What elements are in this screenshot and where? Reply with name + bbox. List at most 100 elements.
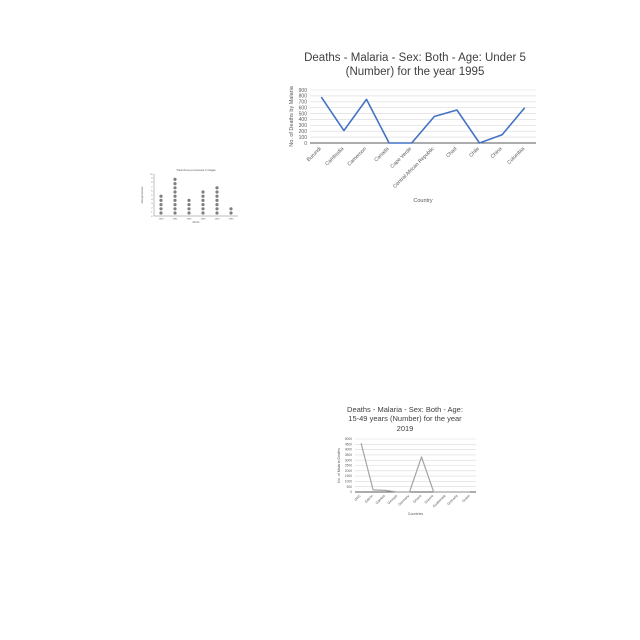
- chart-1-ytick-label: 100: [299, 135, 308, 141]
- chart-2-dot: [201, 190, 205, 194]
- chart-1-xtick-label: China: [490, 146, 504, 160]
- chart-1-xtick-label: Chad: [445, 146, 458, 159]
- chart-2-dot: [229, 207, 233, 211]
- chart-3-ytick-label: 2500: [345, 464, 352, 468]
- chart-2-dot: [173, 198, 177, 202]
- chart-2-dot: [201, 194, 205, 198]
- chart-1-title-line-2: (Number) for the year 1995: [345, 66, 485, 79]
- chart-2-dot: [173, 190, 177, 194]
- chart-2-title: Total Area processed in Algae: [176, 168, 216, 172]
- chart-2-dot: [201, 207, 205, 211]
- chart-1-ytick-label: 300: [299, 123, 308, 129]
- chart-2-dot: [173, 194, 177, 198]
- chart-3-xtick-label: Georgia: [387, 494, 398, 505]
- chart-2-svg: Total Area processed in Algae 0 1 2 3 4 5 6 7 8 9 1…: [141, 168, 238, 224]
- chart-1-title-line-1: Deaths - Malaria - Sex: Both - Age: Unde…: [304, 52, 526, 64]
- chart-2-xtick-label: 1983: [201, 219, 207, 221]
- chart-1-ytick-label: 600: [299, 105, 308, 111]
- chart-3-ytick-label: 4000: [345, 448, 352, 452]
- chart-3-xtick-label: Gambia: [375, 494, 386, 505]
- chart-1-xtick-label: Cameroon: [347, 146, 368, 167]
- chart-1-xtick-label: Colombia: [506, 146, 526, 166]
- chart-2-xtick-label: 1984: [215, 219, 221, 221]
- chart-2-dot: [173, 211, 177, 215]
- chart-1-ytick-label: 400: [299, 117, 308, 123]
- chart-3-title-line-3: 2019: [396, 423, 414, 433]
- chart-2-dot: [173, 207, 177, 211]
- chart-2-dot: [187, 203, 191, 207]
- chart-2-ytick-label: 4: [151, 199, 153, 201]
- chart-3-xtick-label: Germany: [397, 494, 410, 507]
- chart-2-dot: [159, 211, 163, 215]
- chart-2-ytick-label: 5: [151, 195, 153, 197]
- chart-1-title: Deaths - Malaria - Sex: Both - Age: Unde…: [280, 51, 550, 80]
- chart-2-dot: [201, 211, 205, 215]
- chart-1-panel: Deaths - Malaria - Sex: Both - Age: Unde…: [280, 44, 550, 214]
- chart-1-ytick-label: 700: [299, 100, 308, 106]
- chart-1-xtick-label: Chile: [468, 146, 481, 159]
- chart-2-xtick-label: 1981: [173, 219, 179, 221]
- chart-3-ytick-label: 5000: [345, 437, 352, 441]
- chart-3-x-axis-label: Countries: [408, 512, 424, 516]
- chart-1-x-axis-label: Country: [413, 198, 433, 204]
- chart-3-xtick-label: DRC: [354, 493, 362, 501]
- chart-2-dot: [159, 207, 163, 211]
- chart-3-title: Deaths - Malaria - Sex: Both - Age: 15-4…: [330, 405, 480, 433]
- chart-2-dot: [229, 211, 233, 215]
- chart-1-xtick-label: Burundi: [306, 146, 323, 163]
- chart-3-xtick-label: Grenada: [446, 494, 458, 506]
- chart-2-dot: [215, 186, 219, 190]
- chart-1-ytick-label: 0: [304, 141, 307, 147]
- chart-2-dot: [173, 182, 177, 186]
- chart-2-ytick-label: 3: [151, 203, 153, 205]
- chart-1-ytick-label: 900: [299, 88, 308, 94]
- chart-2-ytick-label: 9: [151, 178, 153, 180]
- chart-3-ytick-label: 4500: [345, 442, 352, 446]
- chart-3-xtick-label: Ghana: [412, 494, 422, 504]
- chart-1-xtick-label: Central African Republic: [392, 146, 436, 190]
- chart-2-dot: [173, 203, 177, 207]
- chart-1-xtick-label: Canada: [373, 146, 390, 163]
- chart-2-xtick-label: 1980: [159, 219, 165, 221]
- chart-3-xtick-label: Guatemala: [432, 494, 447, 509]
- chart-3-ytick-label: 1500: [345, 474, 352, 478]
- chart-2-dot: [215, 207, 219, 211]
- chart-2-dot: [173, 177, 177, 181]
- chart-3-ytick-label: 0: [350, 490, 352, 494]
- chart-2-dot: [173, 186, 177, 190]
- chart-2-dot: [215, 198, 219, 202]
- chart-2-ytick-label: 8: [151, 182, 153, 184]
- chart-2-ytick-label: 6: [151, 191, 153, 193]
- chart-2-dot: [159, 203, 163, 207]
- chart-2-dot: [187, 211, 191, 215]
- chart-3-xtick-label: Guam: [461, 494, 470, 503]
- chart-2-ytick-label: 10: [150, 174, 153, 176]
- chart-2-dot: [159, 194, 163, 198]
- chart-3-panel: Deaths - Malaria - Sex: Both - Age: 15-4…: [330, 400, 480, 520]
- chart-2-dot: [201, 203, 205, 207]
- chart-2-ytick-label: 2: [151, 207, 153, 209]
- chart-1-xtick-label: Cambodia: [324, 146, 345, 167]
- chart-3-ytick-label: 2000: [345, 469, 352, 473]
- chart-2-dot: [159, 198, 163, 202]
- chart-2-xtick-label: 1982: [187, 219, 193, 221]
- chart-3-xtick-label: Gabon: [364, 494, 374, 504]
- chart-2-y-axis-label: Area processed: [141, 186, 144, 203]
- chart-3-title-line-2: 15-49 years (Number) for the year: [348, 414, 462, 424]
- chart-3-ytick-label: 1000: [345, 480, 352, 484]
- chart-2-panel: Total Area processed in Algae 0 1 2 3 4 5 6 7 8 9 1…: [138, 165, 242, 225]
- chart-3-title-line-1: Deaths - Malaria - Sex: Both - Age:: [347, 405, 463, 414]
- chart-3-ytick-label: 3000: [345, 458, 352, 462]
- chart-2-dot: [215, 194, 219, 198]
- chart-1-ytick-label: 800: [299, 94, 308, 100]
- chart-2-xtick-label: 1985: [229, 219, 235, 221]
- chart-2-dot: [187, 207, 191, 211]
- chart-2-ytick-label: 7: [151, 186, 153, 188]
- chart-2-dot: [187, 198, 191, 202]
- chart-1-ytick-label: 500: [299, 111, 308, 117]
- chart-1-y-axis-label: No. of Deaths by Malaria: [289, 85, 295, 146]
- chart-2-x-axis-label: Month: [193, 221, 200, 224]
- chart-1-ytick-label: 200: [299, 129, 308, 135]
